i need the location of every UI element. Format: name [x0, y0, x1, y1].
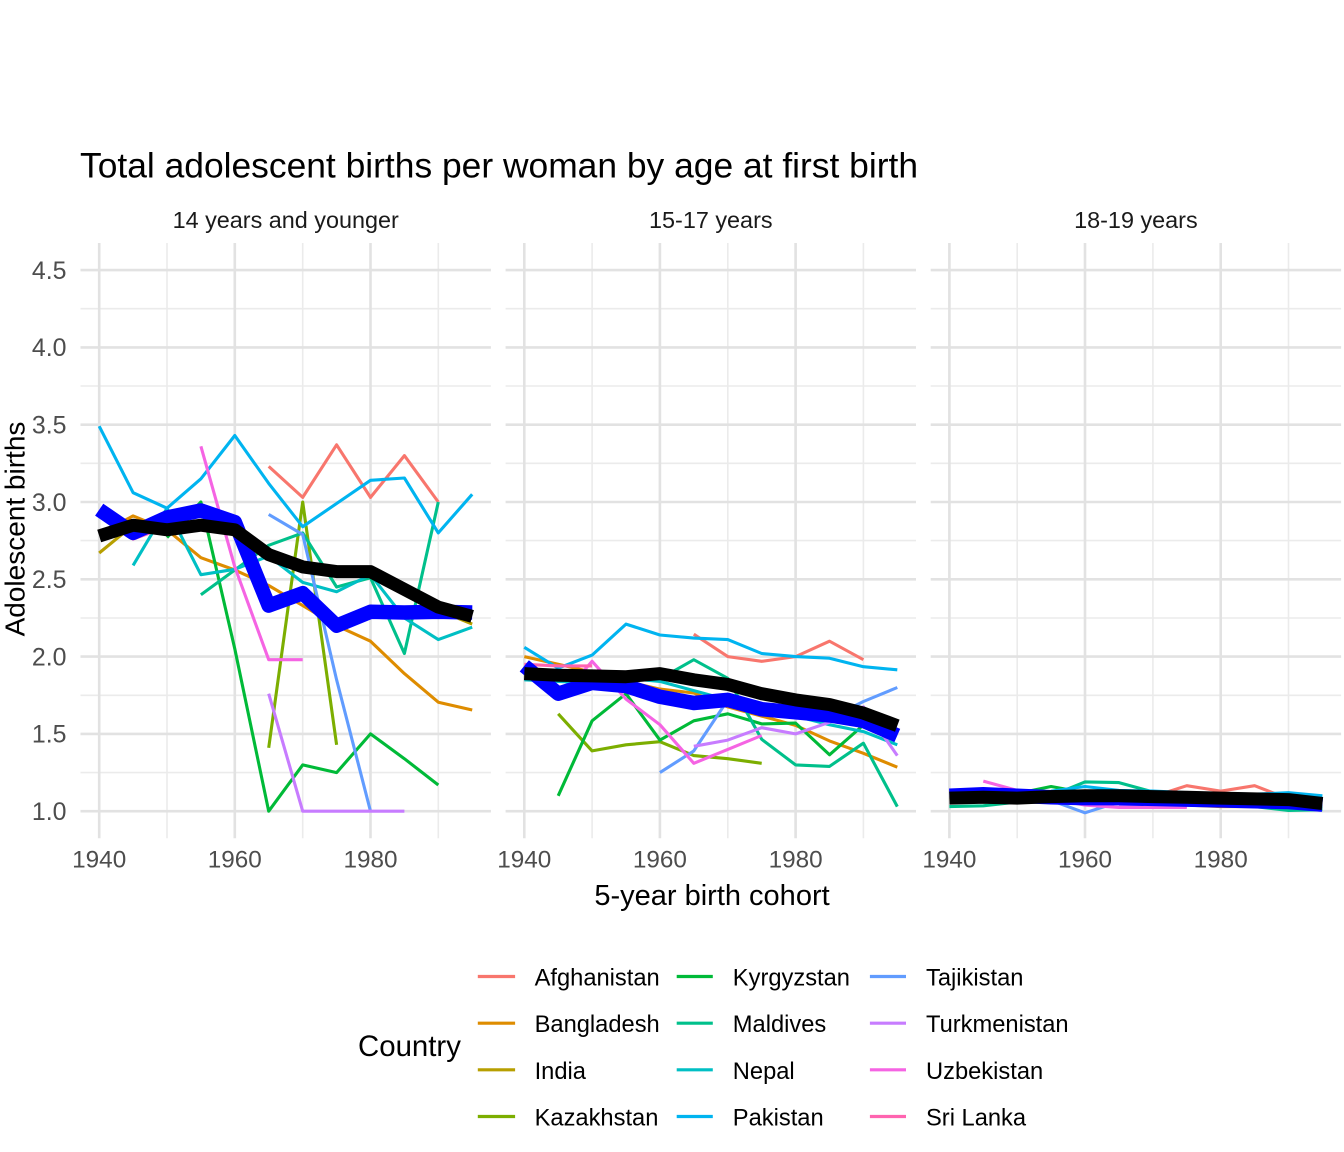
svg-text:Kyrgyzstan: Kyrgyzstan [733, 966, 850, 992]
svg-text:Adolescent births: Adolescent births [0, 422, 31, 637]
svg-text:4.0: 4.0 [32, 334, 67, 362]
svg-text:3.5: 3.5 [32, 412, 67, 440]
svg-text:Turkmenistan: Turkmenistan [926, 1012, 1069, 1038]
svg-text:Tajikistan: Tajikistan [926, 966, 1023, 992]
svg-text:18-19 years: 18-19 years [1074, 207, 1198, 233]
svg-text:5-year birth cohort: 5-year birth cohort [594, 880, 829, 912]
svg-text:Afghanistan: Afghanistan [535, 966, 660, 992]
svg-text:1960: 1960 [633, 847, 687, 874]
svg-text:Country: Country [358, 1030, 461, 1063]
svg-text:1.0: 1.0 [32, 798, 67, 826]
svg-text:14 years and younger: 14 years and younger [173, 207, 399, 233]
svg-text:1980: 1980 [343, 847, 397, 874]
svg-text:1980: 1980 [769, 847, 823, 874]
svg-text:2.5: 2.5 [32, 566, 67, 594]
svg-text:India: India [535, 1059, 587, 1085]
svg-text:1.5: 1.5 [32, 721, 67, 749]
svg-text:1940: 1940 [72, 847, 126, 874]
svg-text:Kazakhstan: Kazakhstan [535, 1106, 659, 1132]
svg-text:Nepal: Nepal [733, 1059, 795, 1085]
svg-text:Bangladesh: Bangladesh [535, 1012, 660, 1038]
svg-text:1940: 1940 [497, 847, 551, 874]
svg-text:1940: 1940 [922, 847, 976, 874]
svg-text:1960: 1960 [1058, 847, 1112, 874]
svg-text:Sri Lanka: Sri Lanka [926, 1106, 1027, 1132]
svg-text:Maldives: Maldives [733, 1012, 826, 1038]
svg-text:1960: 1960 [208, 847, 262, 874]
svg-text:2.0: 2.0 [32, 643, 67, 671]
svg-text:15-17 years: 15-17 years [649, 207, 773, 233]
svg-text:4.5: 4.5 [32, 257, 67, 285]
svg-text:3.0: 3.0 [32, 489, 67, 517]
svg-text:Uzbekistan: Uzbekistan [926, 1059, 1043, 1085]
svg-text:Total adolescent births per wo: Total adolescent births per woman by age… [80, 146, 918, 186]
svg-text:1980: 1980 [1194, 847, 1248, 874]
svg-text:Pakistan: Pakistan [733, 1106, 824, 1132]
